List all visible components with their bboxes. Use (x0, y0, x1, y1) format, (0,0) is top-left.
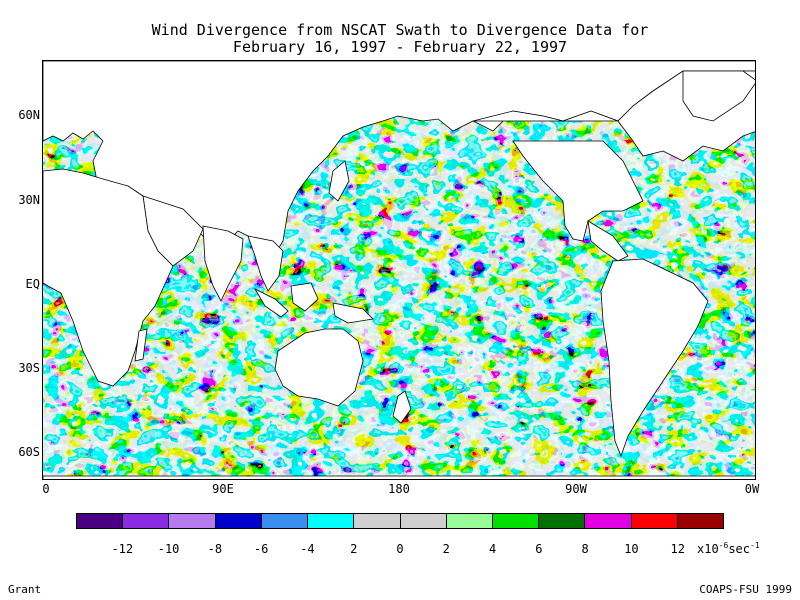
legend-tick-label: -10 (157, 542, 180, 556)
land-antarctica (43, 475, 755, 479)
land-australia (274, 328, 364, 407)
units-exponent-2: -1 (750, 541, 760, 550)
land-sumatra (253, 288, 289, 318)
legend-swatch (492, 514, 540, 528)
legend-swatch (446, 514, 493, 528)
lon-label-180: 180 (388, 482, 410, 496)
lon-label-90e: 90E (212, 482, 234, 496)
legend-tick-label: -4 (300, 542, 315, 556)
land-japan (328, 160, 350, 202)
legend-swatch (677, 514, 724, 528)
units-exponent: -6 (718, 541, 729, 550)
legend-tick-label: 12 (670, 542, 685, 556)
legend-swatch (77, 514, 124, 528)
map-panel (42, 60, 756, 480)
land-borneo (290, 282, 319, 312)
lat-label-eq: EQ (25, 277, 40, 291)
legend-units: x10-6sec-1 (697, 541, 760, 556)
lat-label-60n: 60N (18, 108, 40, 122)
lat-label-60s: 60S (18, 445, 40, 459)
legend-swatch (631, 514, 678, 528)
title-line-1: Wind Divergence from NSCAT Swath to Dive… (151, 21, 649, 39)
legend-tick-label: 2 (350, 542, 358, 556)
legend-swatch (539, 514, 586, 528)
legend-tick-label: 6 (535, 542, 543, 556)
footer-author: Grant (8, 583, 42, 596)
continents (43, 61, 755, 479)
legend-swatch (123, 514, 170, 528)
color-legend (76, 513, 724, 529)
lat-label-30n: 30N (18, 193, 40, 207)
legend-swatch (169, 514, 216, 528)
legend-tick-label: -12 (111, 542, 134, 556)
land-north-america (472, 70, 755, 242)
units-prefix: x10 (697, 542, 719, 556)
land-madagascar (134, 328, 148, 362)
lon-label-0w: 0W (744, 482, 760, 496)
land-newzealand (392, 390, 412, 424)
legend-swatch (261, 514, 309, 528)
legend-tick-label: 0 (396, 542, 404, 556)
legend-tick-label: 2 (442, 542, 450, 556)
lat-label-30s: 30S (18, 361, 40, 375)
lon-label-90w: 90W (565, 482, 587, 496)
legend-tick-label: -8 (207, 542, 223, 556)
legend-swatch (308, 514, 355, 528)
lon-label-0: 0 (42, 482, 50, 496)
legend-tick-label: -6 (253, 542, 269, 556)
land-newguinea (332, 302, 374, 324)
legend-tick-label: 4 (488, 542, 497, 556)
footer-credit: COAPS-FSU 1999 (699, 583, 792, 596)
legend-swatch (215, 514, 262, 528)
legend-swatch (585, 514, 632, 528)
divergence-map (43, 61, 755, 479)
legend-swatch (400, 514, 447, 528)
land-india (202, 225, 244, 302)
land-indochina (247, 235, 284, 292)
land-greenland (682, 70, 755, 122)
units-suffix: sec (728, 542, 751, 556)
title-line-2: February 16, 1997 - February 22, 1997 (232, 38, 568, 56)
land-africa (43, 168, 174, 387)
legend-tick-label: 8 (581, 542, 589, 556)
land-south-america (600, 258, 709, 458)
legend-tick-label: 10 (624, 542, 639, 556)
legend-swatch (354, 514, 401, 528)
